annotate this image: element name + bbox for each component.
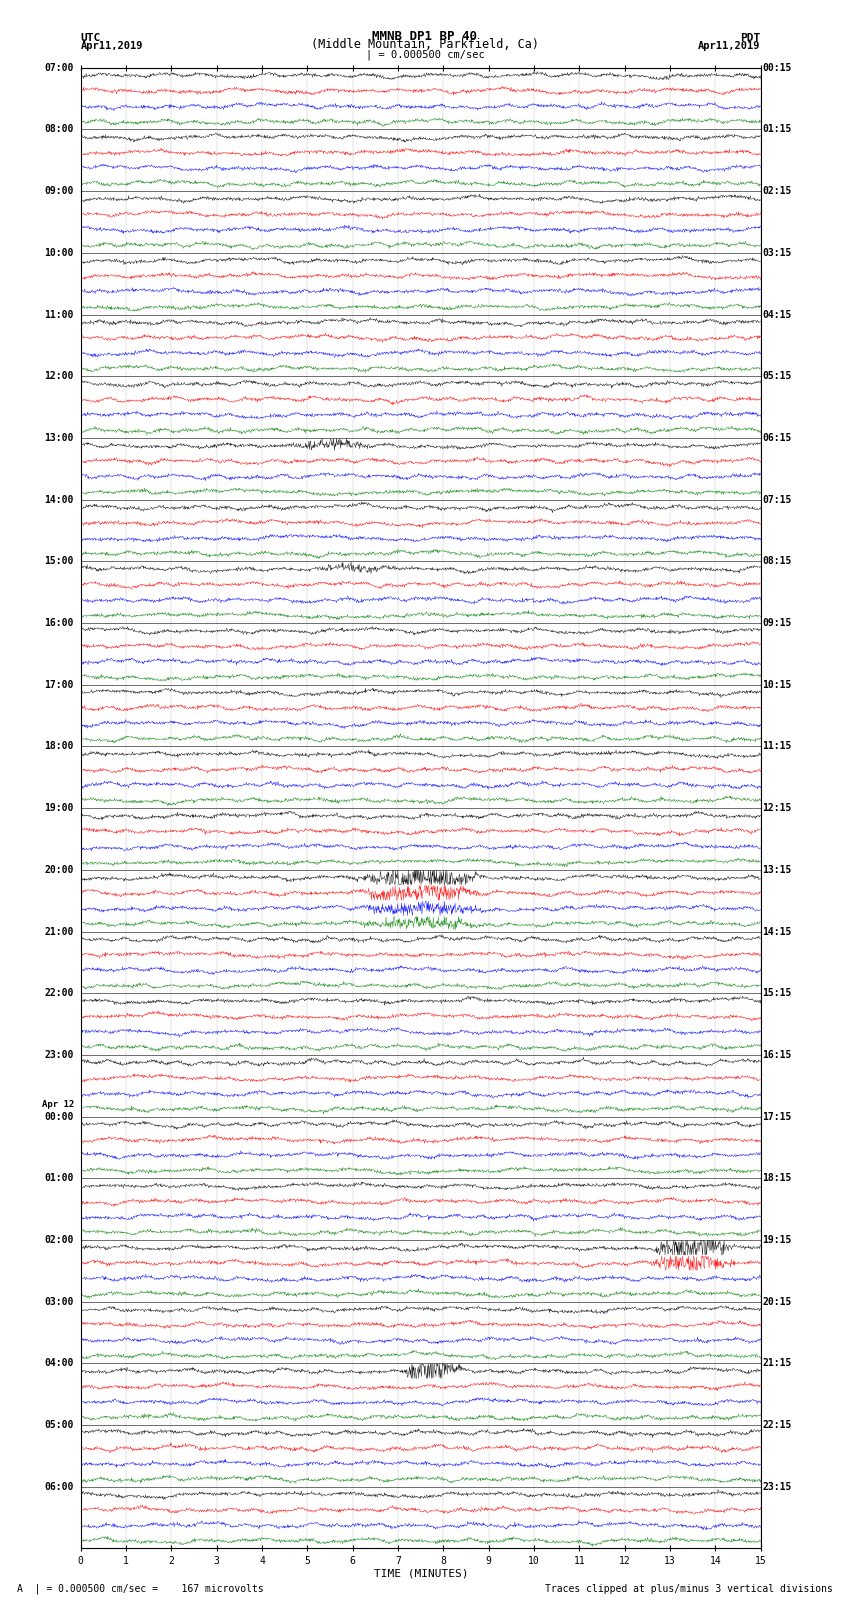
Text: 14:00: 14:00 [44, 495, 74, 505]
Text: 00:00: 00:00 [44, 1111, 74, 1121]
Text: 05:00: 05:00 [44, 1419, 74, 1431]
Text: 21:15: 21:15 [762, 1358, 791, 1368]
Text: 10:00: 10:00 [44, 248, 74, 258]
Text: 16:15: 16:15 [762, 1050, 791, 1060]
Text: 08:00: 08:00 [44, 124, 74, 134]
Text: 04:15: 04:15 [762, 310, 791, 319]
Text: 12:15: 12:15 [762, 803, 791, 813]
Text: 17:00: 17:00 [44, 679, 74, 690]
Text: 01:15: 01:15 [762, 124, 791, 134]
Text: 07:15: 07:15 [762, 495, 791, 505]
Text: 21:00: 21:00 [44, 926, 74, 937]
Text: 04:00: 04:00 [44, 1358, 74, 1368]
Text: 07:00: 07:00 [44, 63, 74, 73]
Text: 09:15: 09:15 [762, 618, 791, 627]
Text: 00:15: 00:15 [762, 63, 791, 73]
Text: Apr 12: Apr 12 [42, 1100, 74, 1108]
Text: (Middle Mountain, Parkfield, Ca): (Middle Mountain, Parkfield, Ca) [311, 37, 539, 50]
Text: 18:15: 18:15 [762, 1173, 791, 1184]
Text: 15:00: 15:00 [44, 556, 74, 566]
Text: 17:15: 17:15 [762, 1111, 791, 1121]
Text: 13:00: 13:00 [44, 432, 74, 444]
Text: 19:00: 19:00 [44, 803, 74, 813]
Text: 09:00: 09:00 [44, 185, 74, 197]
Text: 22:00: 22:00 [44, 989, 74, 998]
Text: 05:15: 05:15 [762, 371, 791, 381]
Text: 13:15: 13:15 [762, 865, 791, 874]
Text: 12:00: 12:00 [44, 371, 74, 381]
Text: A  | = 0.000500 cm/sec =    167 microvolts: A | = 0.000500 cm/sec = 167 microvolts [17, 1582, 264, 1594]
Text: 08:15: 08:15 [762, 556, 791, 566]
Text: 23:15: 23:15 [762, 1482, 791, 1492]
Text: 02:00: 02:00 [44, 1236, 74, 1245]
Text: 06:00: 06:00 [44, 1482, 74, 1492]
Text: | = 0.000500 cm/sec: | = 0.000500 cm/sec [366, 48, 484, 60]
Text: MMNB DP1 BP 40: MMNB DP1 BP 40 [372, 29, 478, 44]
X-axis label: TIME (MINUTES): TIME (MINUTES) [373, 1569, 468, 1579]
Text: 10:15: 10:15 [762, 679, 791, 690]
Text: 16:00: 16:00 [44, 618, 74, 627]
Text: 18:00: 18:00 [44, 742, 74, 752]
Text: 11:00: 11:00 [44, 310, 74, 319]
Text: Apr11,2019: Apr11,2019 [698, 40, 761, 50]
Text: 01:00: 01:00 [44, 1173, 74, 1184]
Text: Traces clipped at plus/minus 3 vertical divisions: Traces clipped at plus/minus 3 vertical … [545, 1584, 833, 1594]
Text: 03:00: 03:00 [44, 1297, 74, 1307]
Text: 15:15: 15:15 [762, 989, 791, 998]
Text: 14:15: 14:15 [762, 926, 791, 937]
Text: Apr11,2019: Apr11,2019 [81, 40, 144, 50]
Text: 20:15: 20:15 [762, 1297, 791, 1307]
Text: UTC: UTC [81, 32, 101, 44]
Text: 22:15: 22:15 [762, 1419, 791, 1431]
Text: 20:00: 20:00 [44, 865, 74, 874]
Text: 03:15: 03:15 [762, 248, 791, 258]
Text: 11:15: 11:15 [762, 742, 791, 752]
Text: 19:15: 19:15 [762, 1236, 791, 1245]
Text: 23:00: 23:00 [44, 1050, 74, 1060]
Text: 06:15: 06:15 [762, 432, 791, 444]
Text: PDT: PDT [740, 32, 761, 44]
Text: 02:15: 02:15 [762, 185, 791, 197]
